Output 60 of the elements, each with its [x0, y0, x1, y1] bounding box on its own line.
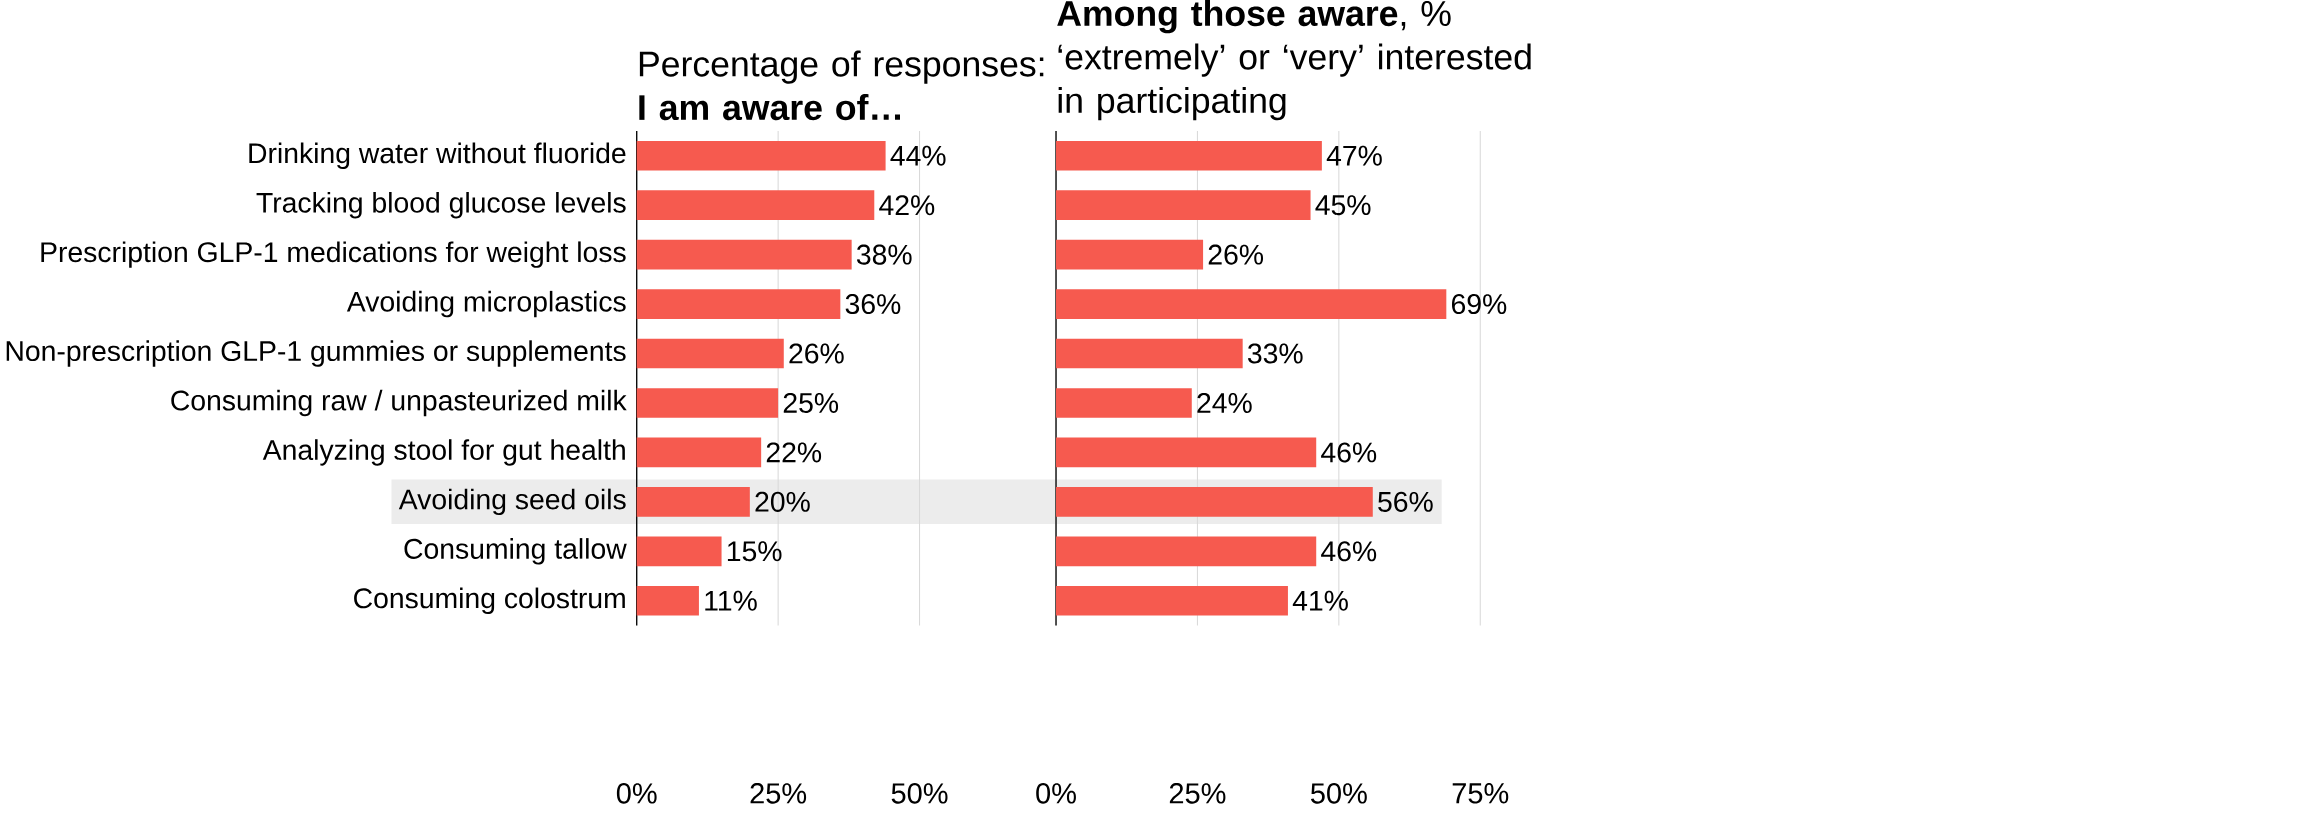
y-tick-label: Non-prescription GLP-1 gummies or supplements [6, 340, 626, 367]
data-label: 24% [1197, 392, 1252, 413]
bar [636, 190, 875, 220]
y-tick-label: Drinking water without fluoride [249, 142, 626, 169]
data-label: 47% [1326, 145, 1382, 166]
bar [1056, 289, 1447, 319]
chart-title: Among those aware, % ‘extremely’ or ‘very’ interested in participating [1057, 0, 1531, 121]
bar [636, 388, 779, 418]
y-tick-label: Consuming tallow [404, 538, 627, 565]
bar [636, 437, 762, 468]
data-label: 20% [755, 491, 810, 512]
data-label: 26% [1208, 244, 1264, 265]
bar [1056, 585, 1288, 616]
bar [1056, 536, 1317, 567]
data-label: 46% [1321, 541, 1377, 562]
bar [1056, 338, 1243, 369]
bar [1056, 486, 1373, 517]
data-label: 33% [1247, 343, 1303, 364]
data-label: 36% [845, 293, 901, 315]
data-label: 38% [856, 244, 912, 265]
x-tick-label: 0% [1036, 783, 1076, 804]
y-tick-label: Avoiding microplastics [346, 290, 626, 318]
bar [636, 338, 784, 369]
data-label: 41% [1292, 590, 1348, 611]
x-tick-label: 0% [616, 783, 657, 804]
data-label: 15% [727, 541, 782, 562]
bar [636, 140, 886, 171]
x-tick-label: 25% [1169, 783, 1226, 804]
data-label: 46% [1321, 442, 1377, 463]
bar [1056, 190, 1311, 220]
data-label: 25% [783, 392, 839, 413]
y-tick-label: Avoiding seed oils [398, 488, 626, 516]
data-label: 44% [890, 145, 946, 166]
y-tick-label: Tracking blood glucose levels [256, 191, 626, 219]
y-tick-label: Consuming colostrum [354, 587, 625, 614]
y-tick-label: Analyzing stool for gut health [262, 439, 625, 466]
bar [1056, 388, 1192, 418]
x-tick-label: 75% [1452, 783, 1509, 804]
data-label: 26% [789, 343, 844, 364]
data-label: 11% [705, 590, 757, 611]
bar [636, 585, 699, 616]
data-label: 69% [1451, 293, 1507, 315]
bar [636, 289, 841, 319]
data-label: 56% [1378, 491, 1433, 512]
bar [1056, 239, 1204, 270]
x-tick-label: 25% [750, 783, 807, 804]
bar [1056, 140, 1322, 171]
data-label: 42% [879, 195, 935, 216]
bar [636, 239, 852, 270]
chart-subtitle: I am aware of… [639, 93, 900, 121]
chart-title: Percentage of responses: [639, 50, 1044, 84]
y-tick-label: Consuming raw / unpasteurized milk [171, 389, 627, 417]
bar [1056, 437, 1317, 468]
x-tick-label: 50% [1310, 783, 1367, 804]
bar [636, 536, 722, 567]
data-label: 45% [1315, 195, 1371, 216]
data-label: 22% [766, 442, 822, 463]
y-tick-label: Prescription GLP-1 medications for weight loss [41, 241, 626, 268]
bar [636, 486, 750, 517]
x-tick-label: 50% [891, 783, 948, 804]
